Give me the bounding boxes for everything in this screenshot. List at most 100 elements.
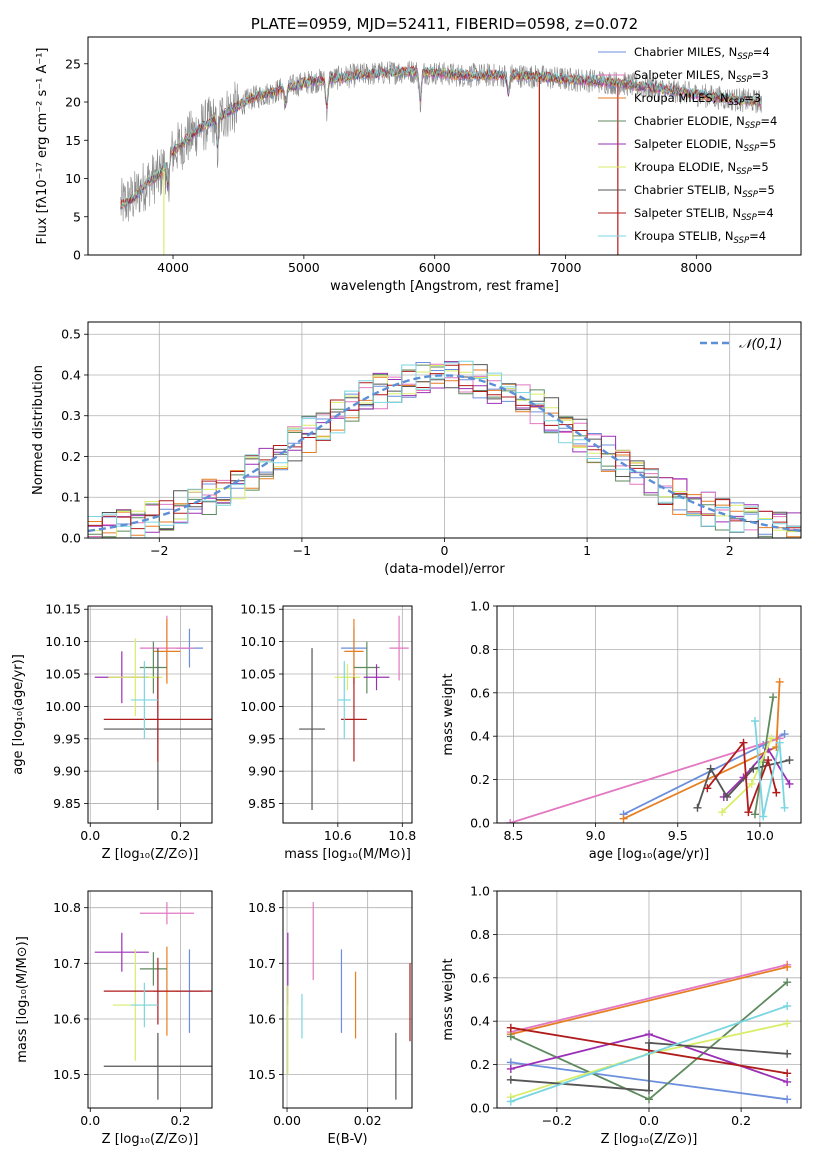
weight-marker: [767, 734, 776, 743]
plot-area-weight-vs-Z: [506, 960, 792, 1106]
legend-label-value: =4: [753, 45, 770, 59]
y-axis-label: Flux [fλ10⁻¹⁷ erg cm⁻² s⁻¹ A⁻¹]: [35, 48, 50, 245]
y-tick-label: 0.2: [470, 772, 490, 787]
y-tick-label: 0.4: [470, 1014, 490, 1029]
legend-label-value: =4: [760, 114, 777, 128]
y-tick-label: 0: [73, 248, 81, 263]
legend-label-subscript: SSP: [742, 190, 758, 200]
y-tick-label: 10.10: [45, 634, 81, 649]
x-axis-label: age [log₁₀(age/yr)]: [589, 847, 710, 862]
x-tick-label: 7000: [550, 260, 582, 275]
x-axis-label: Z [log₁₀(Z/Z⊙)]: [601, 1132, 698, 1147]
legend-label-value: =3: [744, 91, 761, 105]
axes-frame: [496, 605, 802, 824]
legend-label-subscript: SSP: [745, 121, 761, 131]
legend-label: Salpeter MILES, NSSP=3: [634, 68, 769, 85]
residual-histogram: [88, 364, 801, 538]
y-axis-label: age [log₁₀(age/yr)]: [11, 654, 26, 775]
legend-label-value: =5: [758, 183, 775, 197]
legend-label: Chabrier ELODIE, NSSP=4: [634, 114, 777, 131]
axes-frame: [87, 36, 802, 256]
x-tick-label: 0.02: [354, 1113, 382, 1128]
legend-label-value: =5: [759, 137, 776, 151]
y-axis-label: mass weight: [441, 958, 456, 1040]
y-tick-label: 10.7: [53, 956, 81, 971]
y-tick-label: 9.90: [53, 764, 81, 779]
y-tick-label: 10.5: [53, 1067, 81, 1082]
weight-marker: [693, 803, 702, 812]
model-fit-line: [120, 67, 762, 206]
plot-area-age-vs-mass: [299, 615, 409, 811]
weight-marker: [706, 764, 715, 773]
y-tick-label: 0.6: [470, 970, 490, 985]
x-axis-label: mass [log₁₀(M/M⊙)]: [284, 847, 411, 862]
weight-marker: [750, 810, 759, 819]
legend-label: Chabrier MILES, NSSP=4: [634, 45, 770, 62]
x-tick-label: −2: [150, 543, 168, 558]
weight-marker: [747, 779, 756, 788]
weight-marker: [785, 779, 794, 788]
legend-label: 𝒩(0,1): [739, 337, 782, 352]
weight-marker: [775, 677, 784, 686]
y-tick-label: 5: [73, 209, 81, 224]
weight-marker: [506, 1075, 515, 1084]
model-fit-line: [120, 65, 762, 208]
y-tick-label: 1.0: [470, 599, 490, 614]
weight-marker: [772, 788, 781, 797]
weight-marker: [783, 1019, 792, 1028]
weight-marker: [645, 1030, 653, 1039]
y-tick-label: 10.6: [248, 1011, 276, 1026]
weight-marker: [775, 738, 784, 747]
x-tick-label: 10.8: [388, 828, 416, 843]
x-tick-label: 0.2: [170, 828, 190, 843]
weight-marker: [645, 1038, 653, 1047]
y-tick-label: 10.00: [240, 699, 276, 714]
y-tick-label: 0.8: [470, 642, 490, 657]
y-tick-label: 0.2: [470, 1057, 490, 1072]
x-tick-label: 0.0: [80, 828, 100, 843]
y-tick-label: 0.0: [61, 531, 81, 546]
legend-label: Salpeter ELODIE, NSSP=5: [634, 137, 776, 154]
y-tick-label: 9.95: [248, 731, 276, 746]
weight-marker: [764, 756, 773, 765]
legend-label-subscript: SSP: [734, 236, 750, 246]
x-tick-label: −1: [293, 543, 311, 558]
x-tick-label: 0.2: [731, 1113, 751, 1128]
weight-marker: [783, 1095, 792, 1104]
weight-line: [510, 1005, 788, 1103]
y-tick-label: 10.15: [240, 602, 276, 617]
y-tick-label: 10.6: [53, 1011, 81, 1026]
y-tick-label: 0.2: [61, 449, 81, 464]
legend-label-subscript: SSP: [736, 167, 752, 177]
legend-label-value: =3: [752, 68, 769, 82]
y-tick-label: 9.85: [53, 796, 81, 811]
weight-marker: [759, 812, 768, 821]
x-tick-label: 0.2: [170, 1113, 190, 1128]
y-tick-label: 9.85: [248, 796, 276, 811]
figure-title: PLATE=0959, MJD=52411, FIBERID=0598, z=0…: [251, 15, 638, 33]
weight-marker: [783, 962, 792, 971]
plot-area-age-vs-Z: [94, 615, 212, 811]
y-tick-label: 0.5: [61, 327, 81, 342]
legend-label-subscript: SSP: [729, 98, 745, 108]
legend-label-value: =4: [749, 229, 766, 243]
y-tick-label: 0.0: [470, 816, 490, 831]
weight-marker: [506, 1064, 515, 1073]
axes-age-vs-mass: 10.6 10.8 9.85 9.90 9.95 10.00 10.05 10.10 10.15…: [240, 602, 416, 862]
x-tick-label: 9.5: [668, 828, 688, 843]
y-tick-label: 15: [65, 133, 81, 148]
weight-marker: [783, 1049, 792, 1058]
axes-weight-vs-age: 8.5 9.0 9.5 10.0 0.0 0.2 0.4 0.6 0.8 1.0 age [log₁…: [441, 599, 802, 862]
axes-mass-vs-EBV: 0.00 0.02 10.5 10.6 10.7 10.8 E(B-V): [248, 890, 413, 1147]
weight-marker: [783, 978, 792, 987]
y-tick-label: 9.90: [248, 764, 276, 779]
weight-line: [510, 1026, 788, 1075]
weight-marker: [619, 814, 628, 823]
axes-weight-vs-Z: −0.2 0.0 0.2 0.0 0.2 0.4 0.6 0.8 1.0 Z [log₁₀(Z/Z…: [441, 884, 802, 1147]
x-axis-label: Z [log₁₀(Z/Z⊙)]: [102, 847, 199, 862]
x-tick-label: 0.0: [80, 1113, 100, 1128]
y-tick-label: 10.05: [240, 667, 276, 682]
y-tick-label: 10.05: [45, 667, 81, 682]
x-tick-label: 1: [583, 543, 591, 558]
x-tick-label: 0.00: [273, 1113, 301, 1128]
